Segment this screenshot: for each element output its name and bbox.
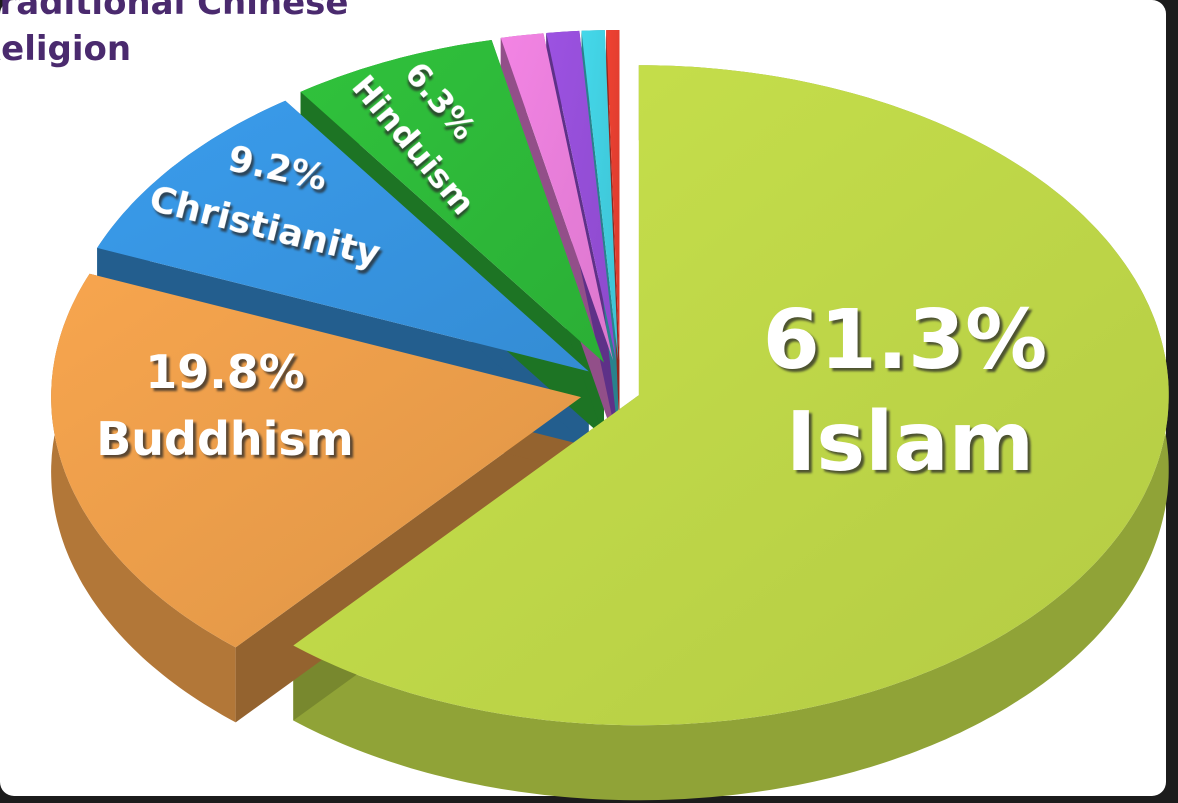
slice [581,30,619,361]
slice [293,65,1169,726]
slice [97,100,589,372]
slice [300,40,604,363]
category-label: Islam [786,395,1034,490]
slice [546,30,616,361]
slice [500,33,614,361]
annotation: Religion [0,29,131,69]
annotation: Traditional Chinese [0,0,348,23]
slice [606,30,620,361]
slice-side [293,65,1169,801]
category-label: Buddhism [96,412,354,466]
data-label: 19.8% [145,345,305,399]
slice [51,273,582,648]
data-label: 61.3% [763,293,1047,388]
